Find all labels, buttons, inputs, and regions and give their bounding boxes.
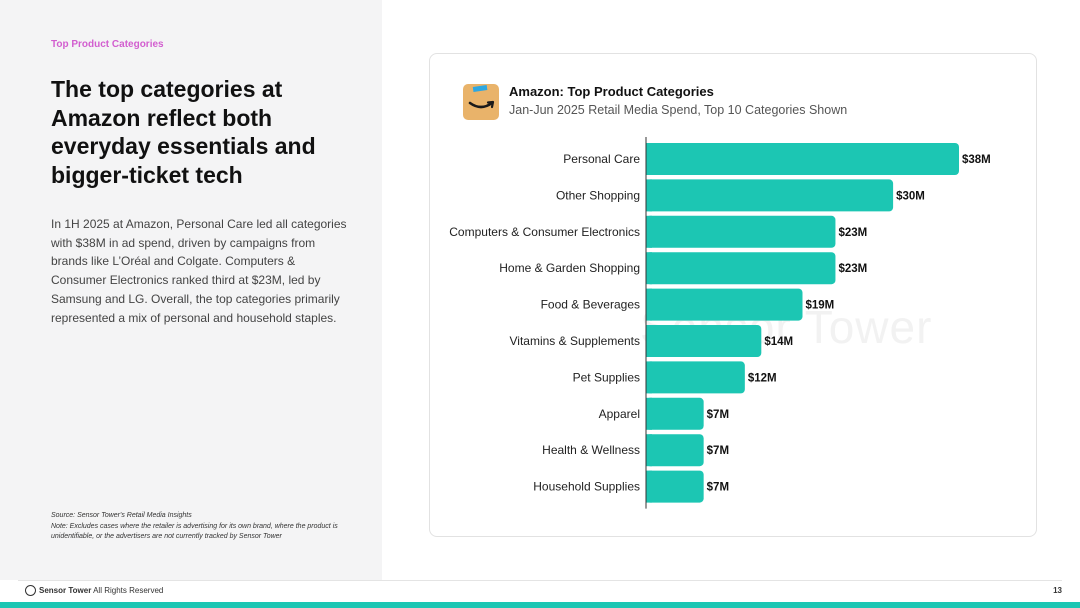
bar-1 — [646, 179, 894, 212]
headline: The top categories at Amazon reflect bot… — [51, 76, 316, 188]
bar-edge-3 — [646, 252, 652, 285]
category-label: Household Supplies — [533, 480, 640, 494]
bar-edge-4 — [646, 288, 652, 321]
bar-6 — [646, 361, 745, 394]
category-label: Food & Beverages — [541, 298, 640, 312]
category-label: Computers & Consumer Electronics — [449, 225, 640, 239]
category-label: Personal Care — [563, 152, 640, 166]
bar-0 — [646, 143, 959, 175]
value-label: $38M — [962, 154, 991, 166]
bar-chart: Personal Care $38M Other Shopping $30M Compu… — [449, 137, 991, 509]
bar-edge-2 — [646, 215, 652, 248]
amazon-smile-logo-icon — [463, 84, 499, 120]
category-label: Pet Supplies — [573, 370, 640, 384]
footer-rights: All Rights Reserved — [91, 586, 164, 595]
note-line: Note: Excludes cases where the retailer … — [51, 522, 338, 541]
source-note: Source: Sensor Tower's Retail Media Insi… — [51, 511, 361, 543]
value-label: $23M — [838, 227, 867, 239]
bar-edge-5 — [646, 325, 652, 357]
bar-3 — [646, 252, 836, 285]
bar-5 — [646, 325, 762, 357]
section-label: Top Product Categories — [51, 39, 164, 50]
bar-edge-1 — [646, 179, 652, 212]
footer-brand: Sensor Tower — [39, 586, 92, 595]
footer-divider — [18, 580, 1062, 581]
bar-7 — [646, 397, 704, 430]
bottom-accent-bar — [0, 602, 1080, 608]
category-label: Health & Wellness — [542, 443, 640, 457]
category-label: Other Shopping — [556, 188, 640, 202]
bar-2 — [646, 215, 836, 248]
chart-title: Amazon: Top Product Categories — [509, 84, 714, 99]
footer-copyright: Sensor Tower All Rights Reserved — [39, 585, 163, 597]
value-label: $12M — [748, 372, 777, 384]
bar-edge-0 — [646, 143, 652, 175]
bar-edge-7 — [646, 397, 652, 430]
category-label: Apparel — [599, 407, 640, 421]
bar-9 — [646, 470, 704, 503]
bar-edge-9 — [646, 470, 652, 503]
source-line: Source: Sensor Tower's Retail Media Insi… — [51, 512, 192, 519]
left-panel — [0, 0, 382, 580]
bar-8 — [646, 434, 704, 467]
value-label: $30M — [896, 190, 925, 202]
value-label: $7M — [707, 445, 729, 457]
value-label: $19M — [806, 300, 835, 312]
bar-edge-8 — [646, 434, 652, 467]
value-label: $14M — [764, 336, 793, 348]
body-text: In 1H 2025 at Amazon, Personal Care led … — [51, 217, 347, 325]
category-label: Home & Garden Shopping — [499, 261, 640, 275]
category-label: Vitamins & Supplements — [509, 334, 640, 348]
page-number: 13 — [1053, 586, 1062, 595]
bar-edge-6 — [646, 361, 652, 394]
bar-4 — [646, 288, 803, 321]
value-label: $23M — [838, 263, 867, 275]
sensor-tower-logo-icon — [25, 585, 36, 596]
value-label: $7M — [707, 482, 729, 494]
chart-subtitle: Jan-Jun 2025 Retail Media Spend, Top 10 … — [509, 103, 848, 117]
value-label: $7M — [707, 409, 729, 421]
